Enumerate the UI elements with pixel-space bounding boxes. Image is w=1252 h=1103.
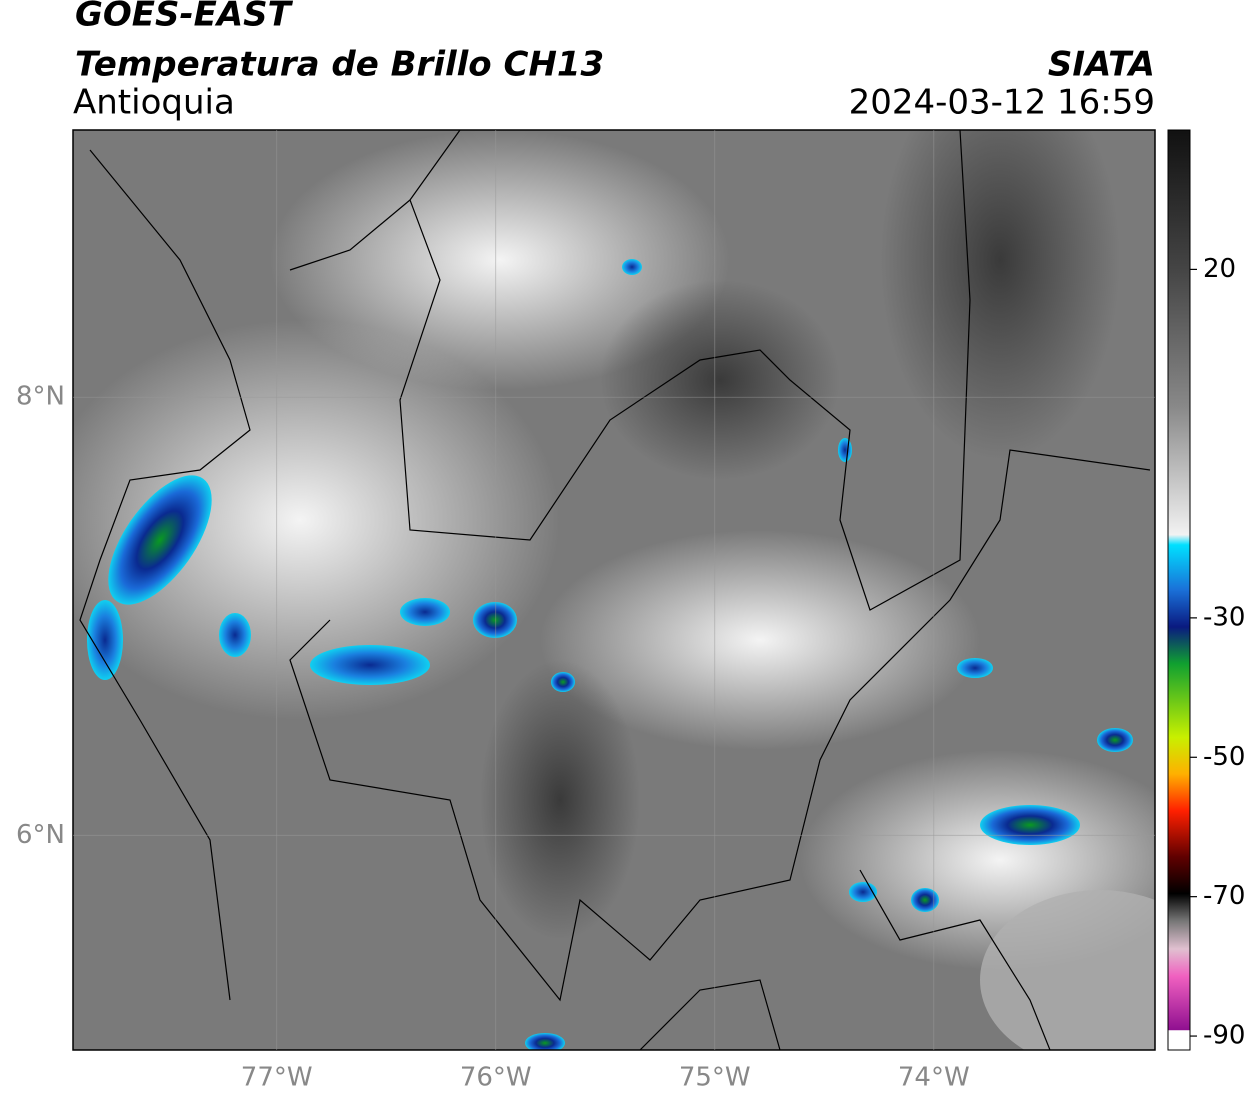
product-title: Temperatura de Brillo CH13 bbox=[75, 45, 604, 85]
map-image bbox=[73, 130, 1155, 1050]
x-tick-label: 74°W bbox=[898, 1063, 970, 1093]
x-tick-label: 76°W bbox=[460, 1063, 532, 1093]
y-tick-label: 8°N bbox=[16, 382, 65, 412]
colorbar-tick-label: -50 bbox=[1203, 742, 1245, 772]
colorbar-tick-label: -70 bbox=[1203, 881, 1245, 911]
x-tick-label: 75°W bbox=[679, 1063, 751, 1093]
timestamp: 2024-03-12 16:59 bbox=[849, 83, 1155, 123]
colorbar-tick-label: -30 bbox=[1203, 602, 1245, 632]
colorbar bbox=[1167, 129, 1191, 1051]
agency-label: SIATA bbox=[1048, 45, 1155, 85]
colorbar-tick-label: 20 bbox=[1203, 254, 1236, 284]
map-frame bbox=[72, 129, 1156, 1051]
region-label: Antioquia bbox=[73, 83, 235, 123]
colorbar-tick-label: -90 bbox=[1203, 1021, 1245, 1051]
y-tick-label: 6°N bbox=[16, 820, 65, 850]
x-tick-label: 77°W bbox=[241, 1063, 313, 1093]
satellite-title: GOES-EAST bbox=[75, 0, 294, 35]
